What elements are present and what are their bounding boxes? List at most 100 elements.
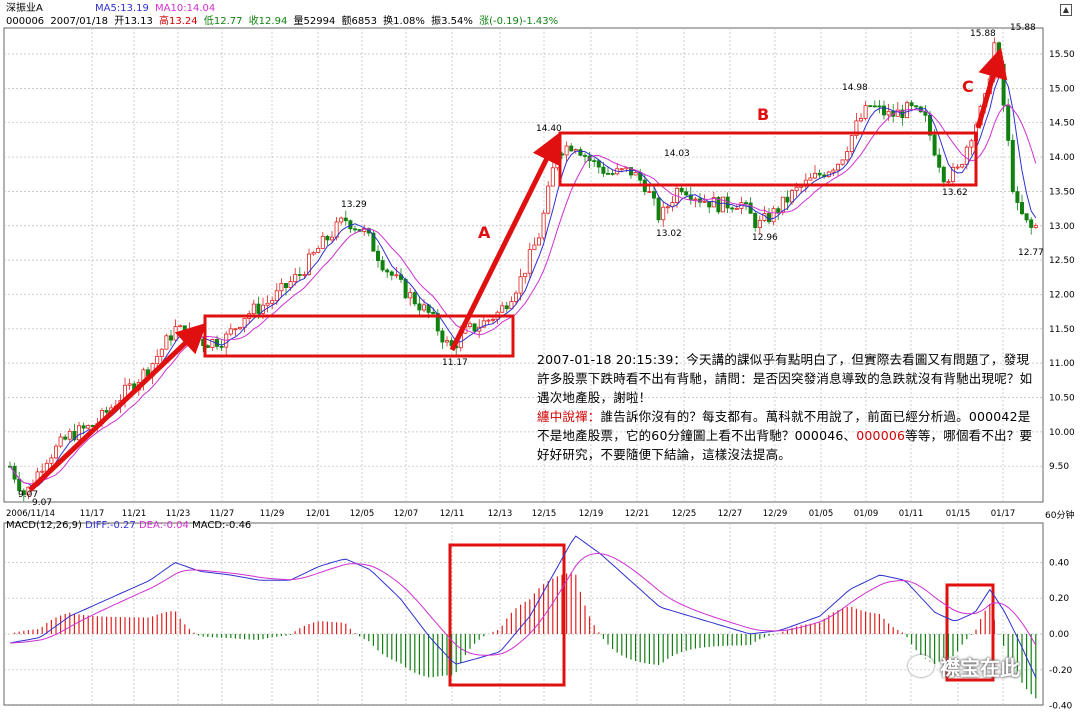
price-tick-label: 15.00 bbox=[1049, 84, 1075, 94]
candle bbox=[955, 164, 960, 170]
candle-body bbox=[412, 292, 417, 305]
candle-body bbox=[592, 160, 597, 163]
candle-body bbox=[40, 470, 45, 473]
candle bbox=[527, 242, 532, 280]
candle bbox=[762, 206, 767, 223]
macd-header: MACD(12,26,9) DIFF:-0.27 DEA:-0.04 MACD:… bbox=[6, 520, 251, 532]
candle-body bbox=[753, 212, 758, 229]
candle-body bbox=[693, 198, 698, 201]
candle bbox=[270, 296, 275, 310]
price-tick-label: 11.50 bbox=[1049, 325, 1075, 335]
candle bbox=[684, 187, 689, 197]
macd-panel-frame bbox=[3, 522, 1044, 706]
candle-body bbox=[946, 181, 951, 184]
collapse-icon[interactable]: ▲ bbox=[1060, 4, 1072, 16]
candle bbox=[661, 201, 666, 227]
candle-body bbox=[1001, 63, 1006, 106]
candle bbox=[86, 424, 91, 430]
date-tick-label: 12/11 bbox=[440, 509, 465, 519]
candle-body bbox=[532, 244, 537, 251]
candle bbox=[707, 201, 712, 214]
candle-body bbox=[233, 328, 238, 331]
trend-arrow-c bbox=[975, 47, 1008, 129]
candle bbox=[389, 270, 394, 281]
candle-body bbox=[863, 105, 868, 119]
low-value: 低12.77 bbox=[203, 16, 243, 27]
candle-body bbox=[21, 490, 26, 496]
candle bbox=[951, 162, 956, 186]
candle-body bbox=[182, 325, 187, 340]
macd-divergence-box-2 bbox=[945, 583, 995, 682]
candle-body bbox=[895, 109, 900, 117]
candle-body bbox=[173, 326, 178, 341]
candle-body bbox=[486, 319, 491, 322]
candle bbox=[583, 152, 588, 163]
price-extreme-label: 9.07 bbox=[32, 498, 52, 508]
price-tick-label: 9.50 bbox=[1049, 462, 1069, 472]
diff-line bbox=[9, 535, 1037, 678]
candle-body bbox=[849, 135, 854, 152]
candle-body bbox=[854, 120, 859, 136]
candle-body bbox=[601, 166, 606, 174]
price-tick-label: 13.50 bbox=[1049, 187, 1075, 197]
candle bbox=[665, 203, 670, 214]
candle-body bbox=[606, 172, 611, 175]
candle bbox=[54, 443, 59, 460]
candle-body bbox=[1024, 213, 1029, 221]
macd-diff: DIFF:-0.27 bbox=[85, 520, 136, 531]
candle-body bbox=[54, 445, 59, 459]
candle bbox=[1029, 217, 1034, 235]
candle bbox=[265, 295, 270, 313]
candle bbox=[610, 169, 615, 176]
turnover-value: 换1.08% bbox=[383, 16, 425, 27]
candle-body bbox=[661, 206, 666, 221]
candle-body bbox=[339, 217, 344, 223]
candle bbox=[362, 224, 367, 237]
candle-body bbox=[771, 208, 776, 223]
candle-body bbox=[932, 134, 937, 156]
candle bbox=[960, 163, 965, 169]
candle-body bbox=[237, 326, 242, 330]
watermark-text: 襟宝在此 bbox=[940, 656, 1020, 680]
candle bbox=[26, 486, 31, 499]
candle-body bbox=[81, 425, 86, 429]
candle-body bbox=[1033, 225, 1038, 228]
candle-body bbox=[964, 146, 969, 165]
stock-code: 000006 bbox=[6, 16, 45, 27]
candle-body bbox=[960, 164, 965, 168]
candle-body bbox=[389, 271, 394, 276]
candle-body bbox=[767, 213, 772, 223]
candle bbox=[178, 324, 183, 328]
commentary-author: 纏中說禪： bbox=[537, 409, 601, 424]
candle-body bbox=[260, 304, 265, 314]
price-tick-label: 14.50 bbox=[1049, 119, 1075, 129]
close-value: 收12.94 bbox=[248, 16, 288, 27]
date-tick-label: 01/15 bbox=[946, 509, 971, 519]
candle bbox=[849, 134, 854, 157]
segment-label-a: A bbox=[478, 223, 491, 242]
candle-body bbox=[444, 340, 449, 343]
candle bbox=[868, 105, 873, 108]
candle-body bbox=[997, 42, 1002, 65]
ma10-label: MA10:14.04 bbox=[155, 3, 216, 14]
candle bbox=[702, 194, 707, 203]
candle-body bbox=[352, 228, 357, 231]
candle bbox=[1024, 213, 1029, 223]
candle-body bbox=[679, 187, 684, 193]
candle bbox=[813, 165, 818, 179]
candle bbox=[500, 301, 505, 313]
candle bbox=[233, 328, 238, 337]
candle bbox=[872, 100, 877, 108]
date-tick-label: 01/17 bbox=[991, 509, 1016, 519]
candle-body bbox=[329, 236, 334, 241]
candle-body bbox=[58, 436, 63, 447]
candle bbox=[1010, 134, 1015, 194]
candle-body bbox=[316, 248, 321, 253]
candle-body bbox=[794, 186, 799, 191]
candle-body bbox=[840, 159, 845, 165]
candle-body bbox=[481, 320, 486, 328]
candle-body bbox=[647, 191, 652, 193]
commentary-answer-part2: 等等，哪個看不出？要好好研究，不要隨便下結論，這樣沒法提高。 bbox=[537, 428, 1033, 462]
amplitude-value: 振3.54% bbox=[431, 16, 473, 27]
